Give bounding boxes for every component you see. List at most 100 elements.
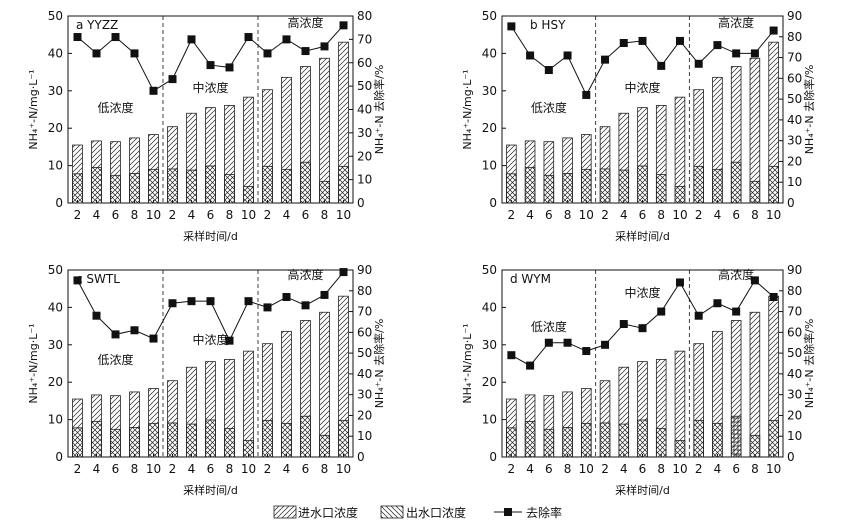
removal-marker — [675, 278, 684, 287]
x-tick-label: 8 — [564, 208, 572, 222]
outlet-bar — [262, 165, 273, 204]
outlet-bar — [581, 168, 592, 204]
x-tick-label: 6 — [545, 462, 553, 476]
x-tick-label: 10 — [336, 462, 351, 476]
x-axis-title: 采样时间/d — [615, 229, 670, 243]
y2-tick-label: 50 — [787, 346, 802, 360]
x-tick-label: 6 — [545, 208, 553, 222]
y2-tick-label: 20 — [357, 408, 372, 422]
removal-marker — [320, 42, 329, 51]
removal-marker — [225, 336, 234, 345]
y2-tick-label: 20 — [357, 149, 372, 163]
x-tick-label: 8 — [226, 462, 234, 476]
outlet-bar — [205, 419, 216, 458]
y2-tick-label: 80 — [787, 30, 802, 44]
y-tick-label: 50 — [48, 263, 63, 277]
x-tick-label: 2 — [508, 208, 516, 222]
panel-label: d WYM — [510, 272, 551, 286]
removal-marker — [769, 26, 778, 35]
zone-label: 高浓度 — [718, 267, 754, 282]
y2-tick-label: 60 — [357, 56, 372, 70]
outlet-bar — [581, 422, 592, 458]
y2-tick-label: 30 — [787, 134, 802, 148]
x-tick-label: 4 — [526, 462, 534, 476]
removal-marker — [263, 49, 272, 58]
outlet-bar — [768, 165, 779, 204]
zone-label: 高浓度 — [287, 15, 323, 30]
removal-marker — [657, 61, 666, 70]
outlet-bar — [72, 427, 83, 458]
x-tick-label: 8 — [321, 208, 329, 222]
outlet-bar — [506, 173, 517, 204]
removal-marker — [750, 49, 759, 58]
x-tick-label: 2 — [169, 462, 177, 476]
x-tick-label: 2 — [264, 462, 272, 476]
x-tick-label: 10 — [579, 208, 594, 222]
y-tick-label: 20 — [48, 375, 63, 389]
legend-outlet-label: 出水口浓度 — [406, 505, 466, 520]
outlet-bar — [655, 174, 667, 204]
x-tick-label: 6 — [207, 462, 215, 476]
y2-tick-label: 10 — [357, 429, 372, 443]
x-axis-title: 采样时间/d — [183, 229, 238, 243]
x-tick-label: 2 — [264, 208, 272, 222]
y2-tick-label: 20 — [787, 408, 802, 422]
zone-label: 低浓度 — [531, 319, 567, 334]
outlet-bar — [262, 419, 273, 458]
y-axis-title: NH₄⁺-N/mg·L⁻¹ — [27, 69, 40, 149]
zone-label: 低浓度 — [97, 100, 133, 115]
outlet-bar — [562, 427, 573, 458]
y-tick-label: 30 — [48, 84, 63, 98]
x-tick-label: 8 — [131, 208, 139, 222]
outlet-bar — [110, 428, 121, 458]
removal-marker — [149, 86, 158, 95]
y2-tick-label: 80 — [787, 284, 802, 298]
removal-marker — [187, 297, 196, 306]
removal-marker — [526, 51, 535, 60]
outlet-bar — [562, 173, 573, 204]
legend-removal-marker — [504, 508, 512, 516]
outlet-bar — [712, 422, 723, 458]
panel-label: b HSY — [530, 18, 566, 32]
y2-tick-label: 0 — [787, 450, 795, 464]
panel-label: c SWTL — [76, 272, 120, 286]
outlet-bar — [524, 421, 536, 458]
removal-marker — [657, 307, 666, 316]
y-tick-label: 0 — [55, 196, 63, 210]
removal-marker — [244, 33, 253, 42]
y2-tick-label: 90 — [787, 9, 802, 23]
y2-tick-label: 40 — [787, 367, 802, 381]
removal-marker — [339, 21, 348, 30]
y2-tick-label: 50 — [787, 92, 802, 106]
removal-marker — [582, 347, 591, 356]
removal-marker — [544, 66, 553, 75]
zone-label: 中浓度 — [192, 332, 228, 347]
zone-label: 低浓度 — [531, 100, 567, 115]
x-tick-label: 10 — [146, 462, 161, 476]
removal-marker — [507, 22, 516, 31]
removal-marker — [582, 90, 591, 99]
y2-tick-label: 80 — [357, 9, 372, 23]
y2-tick-label: 10 — [787, 175, 802, 189]
outlet-bar — [730, 415, 742, 458]
x-tick-label: 6 — [302, 208, 310, 222]
y-tick-label: 40 — [48, 300, 63, 314]
y2-tick-label: 0 — [357, 450, 365, 464]
outlet-bar — [300, 415, 311, 458]
removal-marker — [168, 299, 177, 308]
outlet-bar — [712, 168, 723, 204]
removal-marker — [111, 33, 120, 42]
outlet-bar — [91, 421, 102, 458]
outlet-bar — [693, 419, 704, 458]
outlet-bar — [618, 169, 630, 204]
x-tick-label: 10 — [336, 208, 351, 222]
removal-marker — [301, 301, 310, 310]
removal-marker — [638, 36, 647, 45]
removal-marker — [130, 49, 139, 58]
y2-tick-label: 40 — [787, 113, 802, 127]
x-tick-label: 6 — [112, 462, 120, 476]
x-tick-label: 2 — [695, 208, 703, 222]
